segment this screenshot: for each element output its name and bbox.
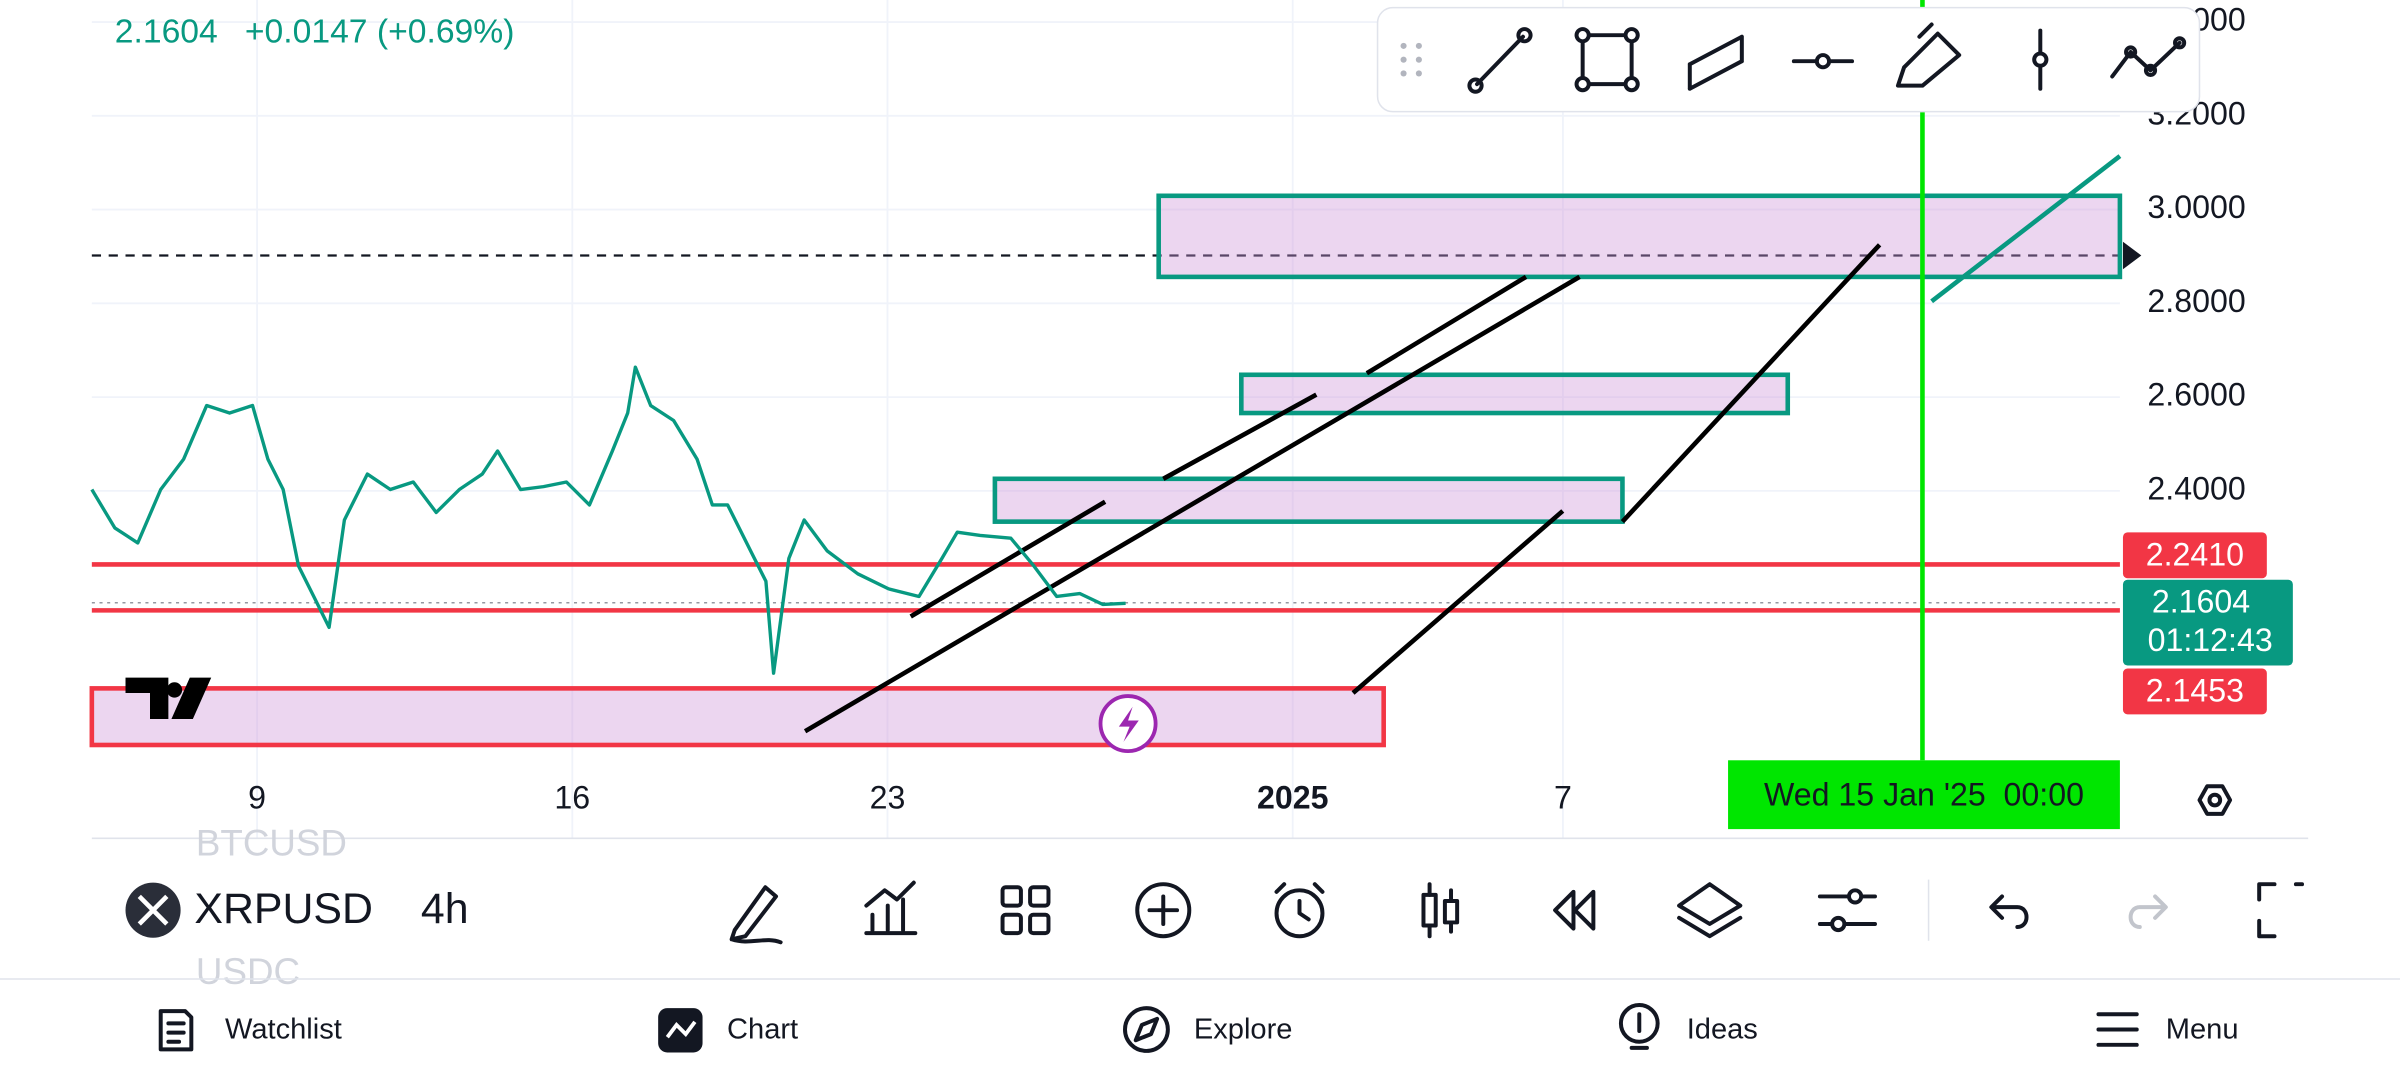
rectangle-tool[interactable] bbox=[1574, 27, 1640, 93]
y-tick-label: 2.4000 bbox=[2147, 470, 2245, 506]
crosshair-label: Wed 15 Jan '25 00:00 bbox=[1764, 776, 2084, 812]
price-plot bbox=[90, 365, 1126, 675]
level-arrow bbox=[2122, 241, 2142, 270]
explore-icon bbox=[1123, 1006, 1170, 1053]
nav-item[interactable]: Explore bbox=[1194, 1014, 1293, 1046]
redo-button[interactable] bbox=[2128, 894, 2168, 930]
bar-countdown: 01:12:43 bbox=[2148, 622, 2273, 658]
logo bbox=[125, 677, 212, 719]
path-tool[interactable] bbox=[2110, 36, 2187, 79]
settings-button[interactable] bbox=[1817, 888, 1877, 933]
drag-handle[interactable] bbox=[1400, 42, 1422, 77]
trend-line[interactable] bbox=[803, 274, 1581, 734]
watchlist-icon bbox=[158, 1009, 194, 1052]
price-tag bbox=[2122, 668, 2267, 715]
nav-item[interactable]: Menu bbox=[2166, 1014, 2239, 1046]
indicators-button[interactable] bbox=[864, 880, 918, 936]
drawing-toolbar bbox=[1376, 6, 2201, 113]
trend-line[interactable] bbox=[1620, 243, 1882, 524]
trend-line[interactable] bbox=[1930, 154, 2122, 304]
x-tick-label: 7 bbox=[1554, 780, 1572, 816]
fullscreen-button[interactable] bbox=[2257, 882, 2305, 939]
x-tick-label: 9 bbox=[248, 780, 266, 816]
zone-rectangle[interactable] bbox=[1239, 372, 1791, 416]
highlighter-tool[interactable] bbox=[1895, 22, 1962, 88]
price-tag-label: 2.1453 bbox=[2146, 672, 2244, 708]
trend-line[interactable] bbox=[1162, 392, 1318, 481]
undo-button[interactable] bbox=[1989, 894, 2029, 930]
symbol-below[interactable]: USDC bbox=[196, 951, 300, 992]
channel-tool[interactable] bbox=[1687, 34, 1744, 91]
alert-button[interactable] bbox=[1274, 882, 1325, 939]
layout-button[interactable] bbox=[1000, 885, 1051, 936]
crosshair-label-box bbox=[1728, 760, 2120, 830]
zone-rectangle[interactable] bbox=[992, 476, 1625, 524]
ideas-icon bbox=[1618, 1003, 1660, 1050]
axis-settings-dot bbox=[2207, 792, 2223, 808]
price-line bbox=[90, 365, 1126, 675]
price-tag bbox=[2122, 532, 2267, 579]
y-tick-label: 2.8000 bbox=[2147, 283, 2245, 319]
replay-button[interactable] bbox=[1553, 889, 1596, 931]
interval[interactable]: 4h bbox=[421, 885, 469, 933]
add-button[interactable] bbox=[1135, 882, 1192, 939]
object-tree-button[interactable] bbox=[1677, 882, 1743, 939]
nav-item[interactable]: Chart bbox=[727, 1014, 798, 1046]
trend-line-tool[interactable] bbox=[1467, 27, 1533, 94]
x-tick-label: 16 bbox=[554, 780, 590, 816]
last-price: 2.1604 bbox=[115, 14, 218, 51]
menu-icon bbox=[2096, 1012, 2139, 1047]
price-tag-label: 2.2410 bbox=[2146, 536, 2244, 572]
event-icon bbox=[1118, 706, 1139, 742]
logo-dot bbox=[166, 682, 183, 698]
axis-settings[interactable] bbox=[2197, 784, 2233, 816]
chart-icon-line bbox=[665, 1020, 697, 1039]
chart-type-button[interactable] bbox=[1421, 882, 1460, 939]
price-tag-label: 2.1604 bbox=[2152, 584, 2250, 620]
draw-button[interactable] bbox=[729, 885, 783, 945]
trend-lines[interactable] bbox=[803, 243, 1882, 734]
trend-line[interactable] bbox=[1351, 509, 1565, 695]
symbol[interactable]: XRPUSD bbox=[194, 885, 373, 933]
trend-line[interactable] bbox=[1365, 274, 1528, 376]
nav-item[interactable]: Watchlist bbox=[225, 1014, 342, 1046]
price-change: +0.0147 (+0.69%) bbox=[245, 14, 515, 51]
x-tick-label: 23 bbox=[870, 780, 906, 816]
symbol-logo-mark bbox=[137, 894, 169, 926]
trend-line[interactable] bbox=[909, 499, 1107, 619]
zone-rectangle[interactable] bbox=[89, 686, 1386, 748]
horizontal-line-tool[interactable] bbox=[1791, 53, 1855, 70]
y-tick-label: 2.6000 bbox=[2147, 377, 2245, 413]
nav-item[interactable]: Ideas bbox=[1687, 1014, 1758, 1046]
symbol-above[interactable]: BTCUSD bbox=[196, 823, 347, 864]
y-tick-label: 3.0000 bbox=[2147, 189, 2245, 225]
zone-rectangle[interactable] bbox=[1156, 193, 2123, 280]
x-tick-label: 2025 bbox=[1257, 780, 1328, 816]
vertical-line-tool[interactable] bbox=[2032, 28, 2049, 91]
price-tag bbox=[2122, 579, 2293, 666]
